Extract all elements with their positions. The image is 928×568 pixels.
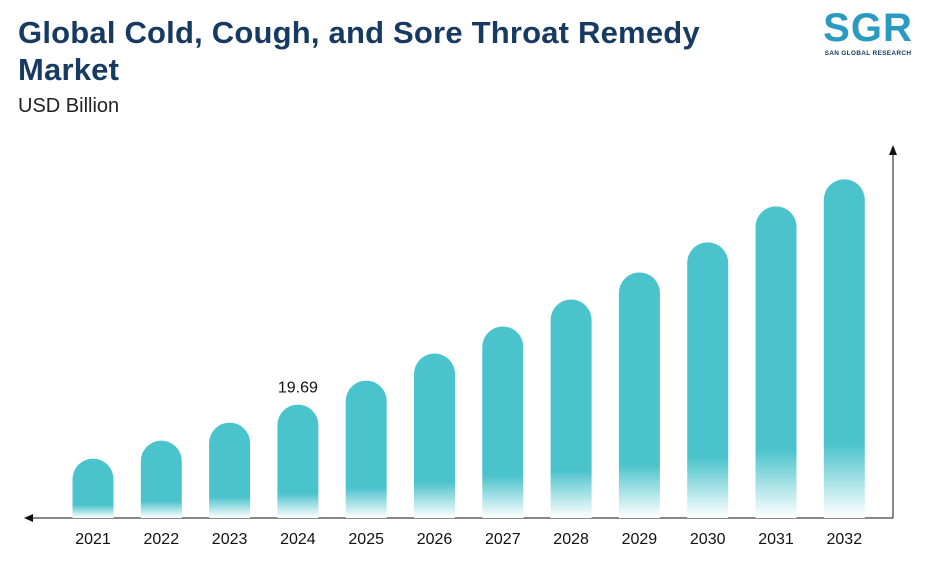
sgr-logo: SGR SAN GLOBAL RESEARCH: [818, 6, 918, 62]
bar-2021: [72, 458, 114, 518]
bar-2029: [618, 272, 660, 518]
x-tick-label: 2024: [280, 531, 316, 548]
bar-2025: [345, 380, 387, 518]
x-tick-label: 2021: [75, 531, 111, 548]
x-tick-label: 2031: [758, 531, 794, 548]
bar-2031: [755, 206, 797, 518]
x-tick-label: 2032: [827, 531, 863, 548]
data-label: 19.69: [278, 380, 318, 397]
chart-title: Global Cold, Cough, and Sore Throat Reme…: [18, 15, 700, 87]
bar-2032: [823, 179, 865, 518]
x-tick-label: 2023: [212, 531, 248, 548]
bar-2024: [277, 404, 319, 518]
x-tick-label: 2029: [622, 531, 658, 548]
y-axis-arrow: [889, 145, 897, 155]
x-tick-label: 2026: [417, 531, 453, 548]
x-tick-label: 2025: [348, 531, 384, 548]
x-axis-arrow: [24, 514, 33, 522]
logo-mark: SGR: [823, 6, 913, 50]
logo-text: SAN GLOBAL RESEARCH: [824, 50, 912, 57]
bar-2023: [209, 422, 251, 518]
x-tick-label: 2030: [690, 531, 726, 548]
x-tick-label: 2028: [553, 531, 589, 548]
bar-2030: [687, 242, 729, 519]
bar-2026: [414, 353, 455, 518]
bar-2028: [550, 299, 592, 518]
bar-2022: [140, 440, 182, 518]
x-tick-label: 2027: [485, 531, 521, 548]
x-tick-label: 2022: [144, 531, 180, 548]
unit-label: USD Billion: [18, 95, 120, 117]
bar-2027: [482, 326, 524, 518]
